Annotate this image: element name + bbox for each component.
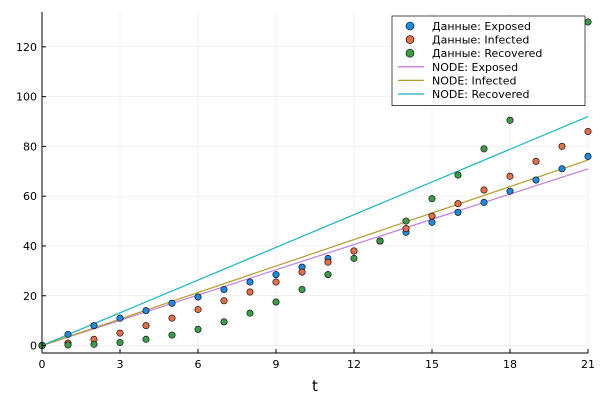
data-point xyxy=(376,237,384,245)
data-point xyxy=(168,331,176,339)
legend-label: NODE: Infected xyxy=(432,74,516,87)
y-tick-label: 80 xyxy=(23,140,37,153)
x-tick-label: 3 xyxy=(117,358,124,371)
data-point xyxy=(506,187,514,195)
legend-marker xyxy=(405,21,415,31)
data-point xyxy=(168,299,176,307)
data-point xyxy=(480,186,488,194)
data-point xyxy=(558,165,566,173)
data-point xyxy=(428,212,436,220)
data-point xyxy=(584,18,592,26)
series-line xyxy=(42,168,588,347)
series-line xyxy=(42,115,588,347)
data-point xyxy=(64,330,72,338)
data-point xyxy=(272,298,280,306)
x-tick-label: 18 xyxy=(503,358,517,371)
data-point xyxy=(350,247,358,255)
data-point xyxy=(324,258,332,266)
data-point xyxy=(90,340,98,348)
legend-label: Данные: Infected xyxy=(432,34,529,47)
legend-marker xyxy=(405,35,415,44)
data-point xyxy=(350,254,358,262)
legend-label: NODE: Recovered xyxy=(432,88,530,101)
data-point xyxy=(480,145,488,153)
data-point xyxy=(220,286,228,294)
data-point xyxy=(506,172,514,180)
data-points xyxy=(38,18,592,350)
data-point xyxy=(168,314,176,322)
data-point xyxy=(90,322,98,330)
data-point xyxy=(454,208,462,216)
data-point xyxy=(272,278,280,286)
legend-box xyxy=(391,15,586,106)
x-tick-label: 21 xyxy=(581,358,595,371)
legend-label: Данные: Recovered xyxy=(432,47,542,60)
series-line xyxy=(42,159,588,347)
data-point xyxy=(506,116,514,124)
data-point xyxy=(584,152,592,160)
y-tick-label: 60 xyxy=(23,190,37,203)
y-tick-label: 20 xyxy=(23,290,37,303)
x-tick-label: 6 xyxy=(195,358,202,371)
data-point xyxy=(532,176,540,184)
data-point xyxy=(246,278,254,286)
data-point xyxy=(116,339,124,347)
x-tick-label: 15 xyxy=(425,358,439,371)
data-point xyxy=(116,314,124,322)
data-point xyxy=(64,341,72,349)
legend-marker xyxy=(405,48,415,58)
data-point xyxy=(454,200,462,208)
data-point xyxy=(558,142,566,150)
data-point xyxy=(194,305,202,313)
x-axis-label: t xyxy=(312,377,318,395)
data-point xyxy=(454,171,462,179)
data-point xyxy=(428,195,436,203)
data-point xyxy=(272,271,280,279)
data-point xyxy=(194,293,202,301)
data-point xyxy=(298,268,306,276)
data-point xyxy=(246,288,254,296)
legend-label: NODE: Exposed xyxy=(432,61,518,74)
y-tick-label: 0 xyxy=(30,340,37,353)
fit-lines xyxy=(42,115,588,347)
data-point xyxy=(142,307,150,315)
x-tick-label: 9 xyxy=(273,358,280,371)
data-point xyxy=(402,217,410,225)
y-tick-label: 120 xyxy=(16,41,37,54)
data-point xyxy=(194,325,202,333)
axes: 0 3 6 9 12 15 18 21 0 20 40 60 80 100 120 xyxy=(16,12,595,371)
data-point xyxy=(428,218,436,226)
data-point xyxy=(116,329,124,337)
data-point xyxy=(220,318,228,326)
data-point xyxy=(298,286,306,294)
x-tick-label: 12 xyxy=(347,358,361,371)
data-point xyxy=(142,322,150,330)
y-tick-label: 100 xyxy=(16,91,37,104)
data-point xyxy=(324,271,332,279)
data-point xyxy=(246,309,254,317)
data-point xyxy=(584,127,592,135)
data-point xyxy=(480,198,488,206)
data-point xyxy=(402,225,410,233)
data-point xyxy=(532,157,540,165)
x-tick-label: 0 xyxy=(39,358,46,371)
data-point xyxy=(220,297,228,305)
y-tick-label: 40 xyxy=(23,240,37,253)
data-point xyxy=(142,335,150,343)
legend-label: Данные: Exposed xyxy=(432,20,531,33)
